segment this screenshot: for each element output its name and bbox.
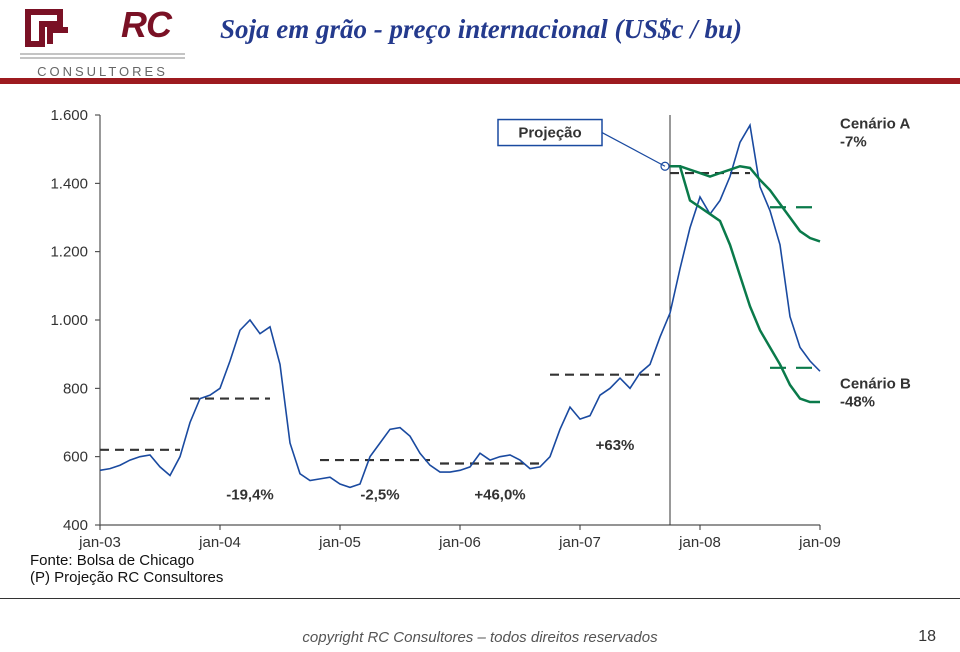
svg-text:Cenário A: Cenário A: [840, 116, 910, 133]
svg-text:+46,0%: +46,0%: [474, 486, 525, 503]
svg-text:jan-07: jan-07: [558, 534, 601, 551]
svg-text:1.000: 1.000: [50, 312, 88, 329]
svg-text:Projeção: Projeção: [518, 125, 581, 142]
svg-text:1.400: 1.400: [50, 175, 88, 192]
slide-title: Soja em grão - preço internacional (US$c…: [220, 14, 940, 45]
svg-text:-19,4%: -19,4%: [226, 486, 274, 503]
svg-text:-2,5%: -2,5%: [360, 486, 399, 503]
logo-mark: RC: [20, 6, 185, 48]
source-line-1: Fonte: Bolsa de Chicago: [30, 552, 223, 569]
svg-text:jan-04: jan-04: [198, 534, 241, 551]
svg-text:1.600: 1.600: [50, 107, 88, 124]
footer: copyright RC Consultores – todos direito…: [0, 598, 960, 652]
svg-text:600: 600: [63, 449, 88, 466]
svg-text:400: 400: [63, 517, 88, 534]
chart-source: Fonte: Bolsa de Chicago (P) Projeção RC …: [30, 552, 223, 586]
header-rule: [0, 78, 960, 84]
svg-text:jan-05: jan-05: [318, 534, 361, 551]
svg-text:800: 800: [63, 380, 88, 397]
svg-text:jan-08: jan-08: [678, 534, 721, 551]
logo-subtitle: CONSULTORES: [20, 64, 185, 79]
svg-text:1.200: 1.200: [50, 244, 88, 261]
footer-text: copyright RC Consultores – todos direito…: [0, 629, 960, 646]
footer-rule: [0, 598, 960, 599]
svg-text:-48%: -48%: [840, 393, 875, 410]
svg-text:jan-03: jan-03: [78, 534, 121, 551]
slide: RC CONSULTORES Soja em grão - preço inte…: [0, 0, 960, 652]
svg-text:+63%: +63%: [596, 437, 635, 454]
page-number: 18: [918, 628, 936, 646]
logo: RC CONSULTORES: [20, 6, 185, 79]
svg-text:jan-06: jan-06: [438, 534, 481, 551]
logo-initials: RC: [121, 4, 171, 46]
svg-text:jan-09: jan-09: [798, 534, 841, 551]
logo-divider: [20, 51, 185, 61]
price-chart: 400 600 800 1.000 1.200 1.400 1.600 jan-03 jan-0…: [30, 105, 930, 555]
source-line-2: (P) Projeção RC Consultores: [30, 569, 223, 586]
svg-text:Cenário B: Cenário B: [840, 375, 911, 392]
svg-text:-7%: -7%: [840, 134, 867, 151]
